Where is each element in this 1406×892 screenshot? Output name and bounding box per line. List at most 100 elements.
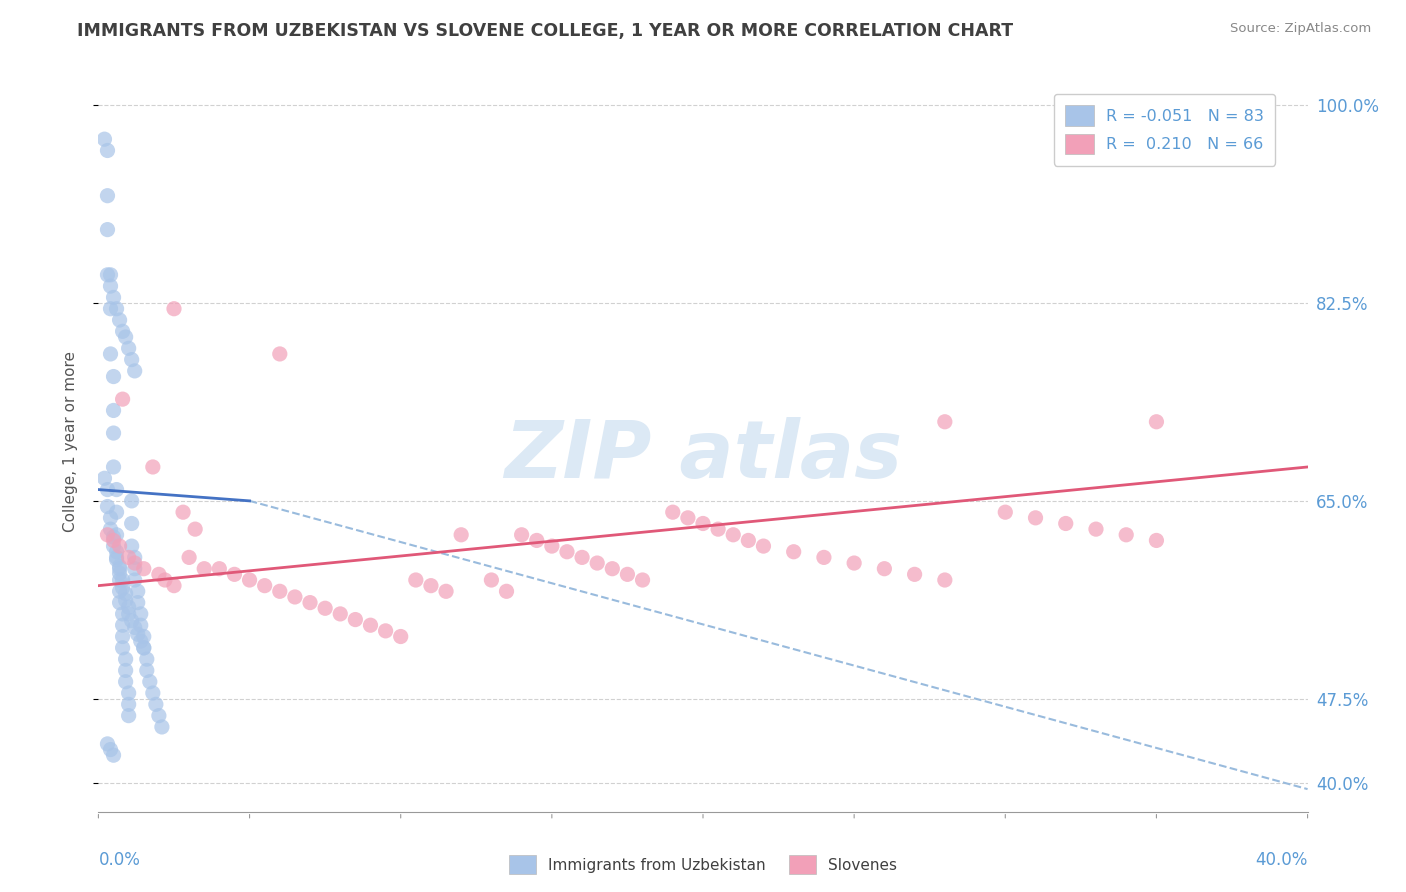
Point: [124, 573, 146, 587]
Point: [139, 674, 162, 689]
Point: [96, 737, 118, 751]
Point: [103, 539, 125, 553]
Point: [692, 516, 714, 531]
Y-axis label: College, 1 year or more: College, 1 year or more: [63, 351, 77, 532]
Point: [103, 533, 125, 548]
Point: [111, 581, 134, 595]
Point: [269, 347, 291, 361]
Point: [737, 533, 759, 548]
Point: [105, 528, 128, 542]
Point: [108, 559, 131, 574]
Point: [1085, 522, 1108, 536]
Point: [96, 268, 118, 282]
Point: [934, 573, 956, 587]
Point: [631, 573, 654, 587]
Point: [108, 566, 131, 581]
Point: [111, 573, 134, 587]
Point: [269, 584, 291, 599]
Point: [586, 556, 609, 570]
Point: [114, 586, 136, 600]
Point: [96, 222, 118, 236]
Point: [707, 522, 730, 536]
Point: [239, 573, 262, 587]
Point: [434, 584, 457, 599]
Point: [118, 698, 141, 712]
Point: [114, 330, 136, 344]
Point: [481, 573, 503, 587]
Point: [96, 144, 118, 158]
Point: [103, 369, 125, 384]
Point: [124, 556, 146, 570]
Point: [844, 556, 866, 570]
Point: [374, 624, 396, 638]
Point: [1144, 533, 1167, 548]
Point: [676, 511, 699, 525]
Point: [111, 640, 134, 655]
Point: [111, 618, 134, 632]
Point: [108, 313, 131, 327]
Legend: R = -0.051   N = 83, R =  0.210   N = 66: R = -0.051 N = 83, R = 0.210 N = 66: [1053, 95, 1275, 166]
Point: [873, 562, 896, 576]
Point: [389, 630, 412, 644]
Text: ZIP atlas: ZIP atlas: [503, 417, 903, 495]
Point: [135, 664, 157, 678]
Point: [111, 607, 134, 621]
Point: [132, 640, 155, 655]
Point: [100, 742, 122, 756]
Point: [132, 630, 155, 644]
Point: [96, 483, 118, 497]
Point: [93, 132, 115, 146]
Text: Source: ZipAtlas.com: Source: ZipAtlas.com: [1230, 22, 1371, 36]
Point: [121, 614, 143, 628]
Point: [103, 460, 125, 475]
Point: [127, 627, 149, 641]
Point: [108, 596, 131, 610]
Point: [118, 686, 141, 700]
Point: [129, 618, 152, 632]
Point: [783, 545, 806, 559]
Point: [124, 562, 146, 576]
Point: [121, 539, 143, 553]
Point: [145, 698, 167, 712]
Point: [105, 545, 128, 559]
Point: [121, 516, 143, 531]
Point: [105, 505, 128, 519]
Point: [118, 708, 141, 723]
Legend: Immigrants from Uzbekistan, Slovenes: Immigrants from Uzbekistan, Slovenes: [502, 849, 904, 880]
Text: 0.0%: 0.0%: [98, 851, 141, 870]
Point: [124, 550, 146, 565]
Point: [184, 522, 207, 536]
Point: [360, 618, 382, 632]
Point: [121, 494, 143, 508]
Point: [105, 301, 128, 316]
Point: [284, 590, 307, 604]
Point: [208, 562, 231, 576]
Point: [108, 573, 131, 587]
Point: [299, 596, 322, 610]
Point: [114, 664, 136, 678]
Point: [752, 539, 775, 553]
Point: [994, 505, 1017, 519]
Point: [142, 460, 165, 475]
Point: [148, 708, 170, 723]
Point: [105, 483, 128, 497]
Point: [127, 596, 149, 610]
Point: [148, 567, 170, 582]
Point: [253, 579, 276, 593]
Point: [108, 562, 131, 576]
Point: [132, 640, 155, 655]
Point: [111, 630, 134, 644]
Point: [93, 471, 115, 485]
Point: [100, 347, 122, 361]
Point: [100, 522, 122, 536]
Point: [118, 600, 141, 615]
Point: [100, 279, 122, 293]
Point: [224, 567, 246, 582]
Point: [1144, 415, 1167, 429]
Point: [100, 268, 122, 282]
Point: [153, 573, 176, 587]
Point: [450, 528, 472, 542]
Text: 40.0%: 40.0%: [1256, 851, 1308, 870]
Point: [118, 550, 141, 565]
Point: [163, 301, 186, 316]
